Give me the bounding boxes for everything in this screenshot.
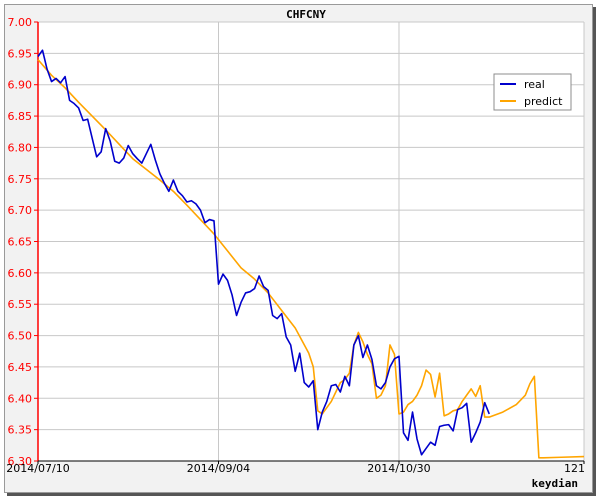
axes: 6.30 6.35 6.40 6.45 6.50 6.55 6.60 6.65 6.70 6.75… — [6, 16, 585, 475]
y-tick-label: 6.60 — [8, 267, 33, 280]
legend-label-real: real — [524, 78, 545, 91]
y-tick-label: 6.40 — [8, 392, 33, 405]
x-tick-label: 2014/09/04 — [187, 462, 250, 475]
y-tick-label: 6.80 — [8, 141, 33, 154]
series — [37, 49, 585, 459]
y-tick-label: 6.45 — [8, 361, 33, 374]
y-tick-label: 6.75 — [8, 173, 33, 186]
x-tick-label: 121 — [564, 462, 585, 475]
y-tick-label: 6.85 — [8, 110, 33, 123]
y-tick-label: 6.35 — [8, 424, 33, 437]
legend-label-predict: predict — [524, 95, 563, 108]
chart-title: CHFCNY — [286, 8, 326, 21]
y-tick-label: 6.50 — [8, 330, 33, 343]
y-tick-label: 6.55 — [8, 298, 33, 311]
y-tick-label: 6.90 — [8, 79, 33, 92]
y-tick-label: 6.30 — [8, 455, 33, 468]
x-tick-label: 2014/07/10 — [6, 462, 69, 475]
y-tick-label: 6.65 — [8, 236, 33, 249]
legend: real predict — [493, 73, 572, 111]
y-tick-label: 7.00 — [8, 16, 33, 29]
y-tick-label: 6.95 — [8, 47, 33, 60]
series-line-predict — [37, 59, 585, 459]
series-line-real — [37, 49, 490, 456]
x-axis-label: keydian — [532, 477, 578, 490]
legend-box — [493, 73, 572, 111]
y-tick-label: 6.70 — [8, 204, 33, 217]
x-tick-label: 2014/10/30 — [367, 462, 430, 475]
